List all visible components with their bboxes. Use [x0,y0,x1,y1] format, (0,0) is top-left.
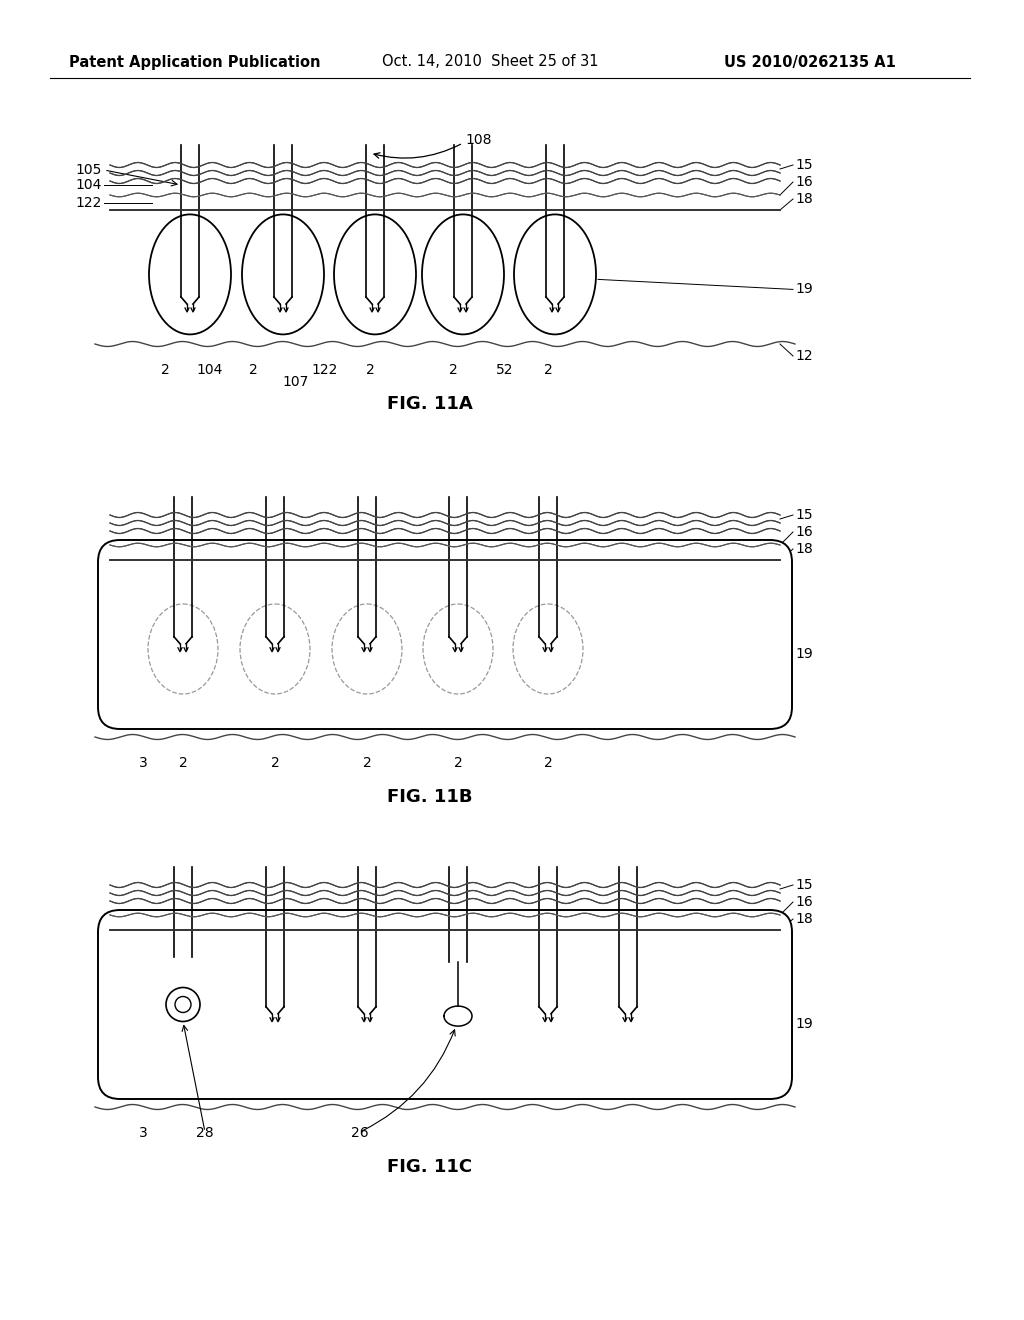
Text: 28: 28 [197,1126,214,1140]
Text: 107: 107 [283,375,309,389]
Text: 2: 2 [178,756,187,770]
Text: 16: 16 [795,525,813,539]
Text: 2: 2 [449,363,458,378]
Text: 52: 52 [497,363,514,378]
Ellipse shape [334,214,416,334]
Text: 26: 26 [351,1126,369,1140]
FancyBboxPatch shape [98,540,792,729]
Text: 108: 108 [465,133,492,147]
Text: 2: 2 [454,756,463,770]
Text: US 2010/0262135 A1: US 2010/0262135 A1 [724,54,896,70]
Text: 122: 122 [76,195,102,210]
Ellipse shape [242,214,324,334]
Text: 18: 18 [795,191,813,206]
Text: 122: 122 [312,363,338,378]
Ellipse shape [150,214,231,334]
Text: 2: 2 [544,363,552,378]
Text: 16: 16 [795,895,813,909]
FancyBboxPatch shape [98,909,792,1100]
Text: 18: 18 [795,912,813,927]
Text: 19: 19 [795,648,813,661]
Text: 15: 15 [795,508,813,521]
Text: 2: 2 [249,363,257,378]
Text: 15: 15 [795,878,813,892]
Text: 15: 15 [795,158,813,172]
Text: 3: 3 [138,756,147,770]
Text: 18: 18 [795,543,813,556]
Text: FIG. 11B: FIG. 11B [387,788,473,807]
Text: FIG. 11C: FIG. 11C [387,1158,472,1176]
Ellipse shape [514,214,596,334]
Text: 104: 104 [76,178,102,191]
Text: 16: 16 [795,176,813,189]
Text: 104: 104 [197,363,223,378]
Text: 2: 2 [362,756,372,770]
Text: 12: 12 [795,348,813,363]
Text: 19: 19 [795,282,813,297]
Text: 2: 2 [366,363,375,378]
Text: 2: 2 [270,756,280,770]
Text: FIG. 11A: FIG. 11A [387,395,473,413]
Text: 2: 2 [161,363,169,378]
Text: Oct. 14, 2010  Sheet 25 of 31: Oct. 14, 2010 Sheet 25 of 31 [382,54,598,70]
Text: 105: 105 [76,162,102,177]
Text: 3: 3 [138,1126,147,1140]
Ellipse shape [422,214,504,334]
Text: Patent Application Publication: Patent Application Publication [70,54,321,70]
Text: 2: 2 [544,756,552,770]
Text: 19: 19 [795,1018,813,1031]
